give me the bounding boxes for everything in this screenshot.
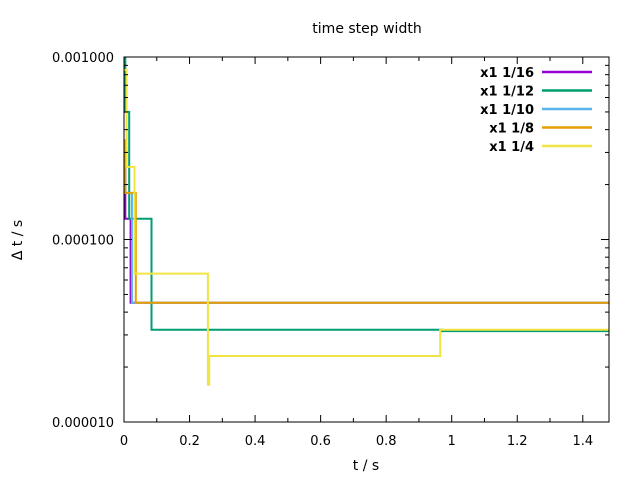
legend-label: x1 1/10 (480, 103, 534, 118)
x-tick-label: 0.8 (376, 434, 397, 449)
y-axis-label: Δ t / s (10, 220, 26, 260)
y-tick-label: 0.001000 (52, 51, 114, 66)
x-tick-label: 0.4 (245, 434, 266, 449)
x-tick-label: 1.2 (507, 434, 528, 449)
y-tick-label: 0.000100 (52, 234, 114, 249)
series-line-1 (124, 165, 609, 304)
series-layer (124, 57, 609, 386)
legend-label: x1 1/12 (480, 85, 534, 100)
series-line-3 (124, 139, 609, 304)
legend: x1 1/16 x1 1/12 x1 1/10 x1 1/8 x1 1/4 (480, 66, 592, 155)
series-line-2 (124, 57, 609, 333)
x-axis-ticks: 0 0.2 0.4 0.6 0.8 1 1.2 1.4 (120, 57, 593, 449)
x-tick-label: 0.6 (310, 434, 331, 449)
x-tick-label: 0 (120, 434, 128, 449)
plot-frame (123, 56, 610, 423)
legend-label: x1 1/16 (480, 66, 534, 81)
x-tick-label: 0.2 (179, 434, 200, 449)
x-axis-label: t / s (353, 458, 379, 474)
series-line-4 (124, 139, 609, 304)
chart-title: time step width (312, 21, 421, 37)
x-tick-label: 1.4 (572, 434, 593, 449)
y-tick-label: 0.000010 (52, 416, 114, 431)
series-line-5 (124, 68, 609, 386)
legend-label: x1 1/4 (489, 140, 534, 155)
legend-label: x1 1/8 (489, 122, 534, 137)
x-tick-label: 1 (448, 434, 456, 449)
y-axis-ticks: 0.000010 0.000100 0.001000 (52, 51, 609, 431)
